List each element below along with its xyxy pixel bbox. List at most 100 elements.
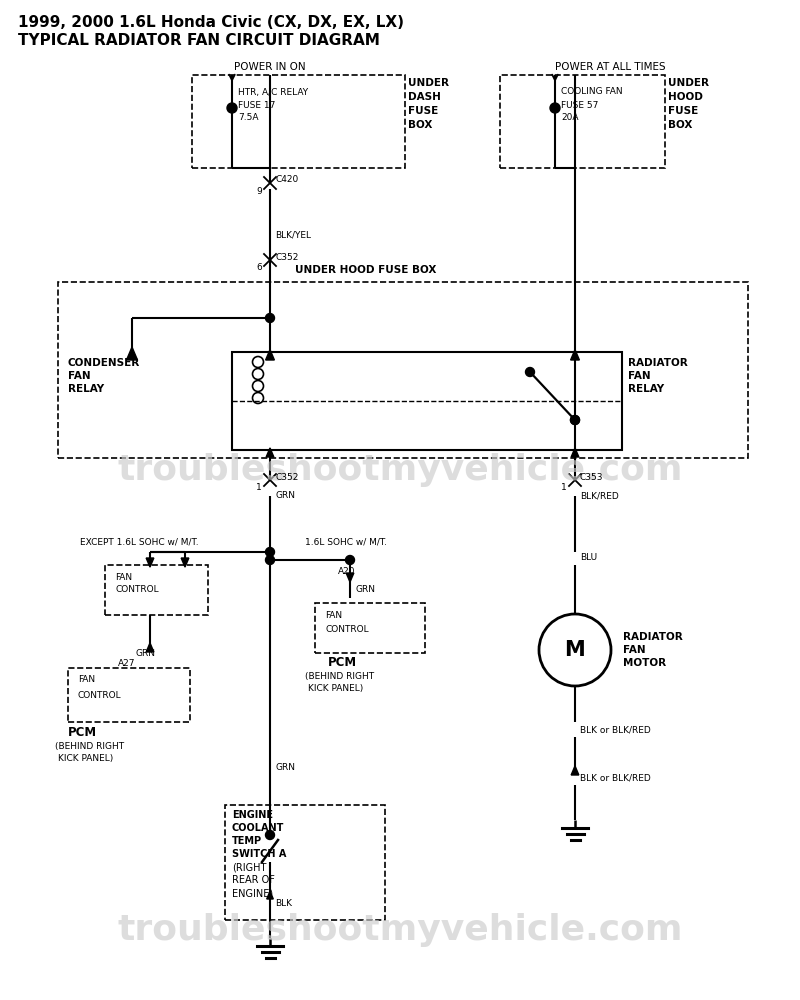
Text: COOLING FAN: COOLING FAN <box>561 88 622 97</box>
Text: RELAY: RELAY <box>628 384 664 394</box>
Text: M: M <box>565 640 586 660</box>
Text: COOLANT: COOLANT <box>232 823 284 833</box>
Text: 6: 6 <box>256 263 262 272</box>
Circle shape <box>570 416 579 424</box>
Text: GRN: GRN <box>135 648 155 658</box>
Text: FUSE: FUSE <box>668 106 698 116</box>
Polygon shape <box>571 766 579 775</box>
Text: KICK PANEL): KICK PANEL) <box>308 684 363 692</box>
Text: CONDENSER: CONDENSER <box>68 358 140 368</box>
Text: BLK/YEL: BLK/YEL <box>275 231 311 239</box>
Text: FAN: FAN <box>628 371 650 381</box>
Text: C420: C420 <box>275 176 298 184</box>
Bar <box>225 805 385 920</box>
Text: CONTROL: CONTROL <box>78 690 122 700</box>
Circle shape <box>539 614 611 686</box>
Polygon shape <box>181 558 189 567</box>
Circle shape <box>550 103 560 113</box>
Text: KICK PANEL): KICK PANEL) <box>58 754 114 762</box>
Text: HTR, A/C RELAY: HTR, A/C RELAY <box>238 88 308 97</box>
Text: UNDER: UNDER <box>668 78 709 88</box>
Text: BLK: BLK <box>275 900 292 908</box>
Polygon shape <box>266 448 274 457</box>
Bar <box>68 668 190 722</box>
Text: RADIATOR: RADIATOR <box>623 632 682 642</box>
Polygon shape <box>266 350 274 360</box>
Bar <box>232 352 622 450</box>
Text: FAN: FAN <box>115 572 132 582</box>
Text: GRN: GRN <box>275 491 295 500</box>
Text: C352: C352 <box>275 252 298 261</box>
Text: (RIGHT: (RIGHT <box>232 862 266 872</box>
Text: RADIATOR: RADIATOR <box>628 358 688 368</box>
Text: GRN: GRN <box>275 764 295 772</box>
Text: BLK/RED: BLK/RED <box>580 491 618 500</box>
Text: BLU: BLU <box>580 554 597 562</box>
Text: FAN: FAN <box>78 676 95 684</box>
Circle shape <box>570 416 579 424</box>
Text: BLK or BLK/RED: BLK or BLK/RED <box>580 774 650 782</box>
Text: 1: 1 <box>562 483 567 491</box>
Circle shape <box>266 548 274 556</box>
Text: FAN: FAN <box>623 645 646 655</box>
Text: UNDER: UNDER <box>408 78 449 88</box>
Text: CONTROL: CONTROL <box>325 626 369 635</box>
Polygon shape <box>570 350 579 360</box>
Bar <box>500 75 665 168</box>
Circle shape <box>266 830 274 840</box>
Polygon shape <box>146 643 154 652</box>
Text: (BEHIND RIGHT: (BEHIND RIGHT <box>305 672 374 680</box>
Bar <box>58 282 748 458</box>
Text: TEMP: TEMP <box>232 836 262 846</box>
Text: PCM: PCM <box>328 656 357 670</box>
Text: BLK or BLK/RED: BLK or BLK/RED <box>580 726 650 734</box>
Text: C353: C353 <box>580 473 603 482</box>
Text: UNDER HOOD FUSE BOX: UNDER HOOD FUSE BOX <box>295 265 436 275</box>
Text: EXCEPT 1.6L SOHC w/ M/T.: EXCEPT 1.6L SOHC w/ M/T. <box>80 538 198 546</box>
Text: A27: A27 <box>118 660 135 668</box>
Text: PCM: PCM <box>68 726 97 740</box>
Text: CONTROL: CONTROL <box>115 585 158 594</box>
Polygon shape <box>571 448 579 457</box>
Text: (BEHIND RIGHT: (BEHIND RIGHT <box>55 742 124 750</box>
Text: ENGINE: ENGINE <box>232 810 273 820</box>
Circle shape <box>346 556 354 564</box>
Polygon shape <box>126 347 138 360</box>
Text: SWITCH A: SWITCH A <box>232 849 286 859</box>
Circle shape <box>526 367 534 376</box>
Text: 1999, 2000 1.6L Honda Civic (CX, DX, EX, LX): 1999, 2000 1.6L Honda Civic (CX, DX, EX,… <box>18 15 404 30</box>
Text: FAN: FAN <box>325 610 342 619</box>
Text: BOX: BOX <box>668 120 692 130</box>
Text: DASH: DASH <box>408 92 441 102</box>
Text: 20A: 20A <box>561 113 578 122</box>
Bar <box>105 565 208 615</box>
Text: C352: C352 <box>275 473 298 482</box>
Text: MOTOR: MOTOR <box>623 658 666 668</box>
Text: REAR OF: REAR OF <box>232 875 275 885</box>
Text: A20: A20 <box>338 566 355 576</box>
Text: TYPICAL RADIATOR FAN CIRCUIT DIAGRAM: TYPICAL RADIATOR FAN CIRCUIT DIAGRAM <box>18 33 380 48</box>
Text: 1.6L SOHC w/ M/T.: 1.6L SOHC w/ M/T. <box>305 538 387 546</box>
Text: GRN: GRN <box>355 584 375 593</box>
Text: BOX: BOX <box>408 120 432 130</box>
Text: ENGINE): ENGINE) <box>232 888 273 898</box>
Circle shape <box>266 556 274 564</box>
Text: POWER IN ON: POWER IN ON <box>234 62 306 72</box>
Text: troubleshootmyvehicle.com: troubleshootmyvehicle.com <box>118 453 682 487</box>
Polygon shape <box>266 891 274 899</box>
Text: POWER AT ALL TIMES: POWER AT ALL TIMES <box>554 62 666 72</box>
Bar <box>315 603 425 653</box>
Bar <box>192 75 405 168</box>
Text: FUSE 17: FUSE 17 <box>238 101 275 109</box>
Text: FUSE: FUSE <box>408 106 438 116</box>
Text: 9: 9 <box>256 188 262 196</box>
Polygon shape <box>346 573 354 582</box>
Polygon shape <box>146 558 154 567</box>
Text: troubleshootmyvehicle.com: troubleshootmyvehicle.com <box>118 913 682 947</box>
Text: FAN: FAN <box>68 371 90 381</box>
Text: HOOD: HOOD <box>668 92 703 102</box>
Circle shape <box>227 103 237 113</box>
Text: 1: 1 <box>256 483 262 491</box>
Text: FUSE 57: FUSE 57 <box>561 101 598 109</box>
Text: RELAY: RELAY <box>68 384 104 394</box>
